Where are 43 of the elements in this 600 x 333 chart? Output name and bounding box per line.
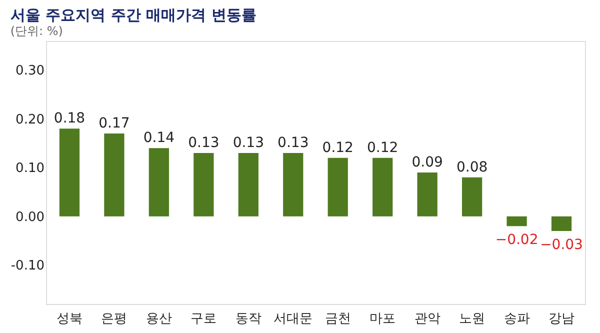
bar [59,128,80,216]
data-label: 0.18 [54,110,86,127]
bar [372,158,393,216]
data-label: 0.14 [143,130,175,146]
x-tick-label: 송파 [504,312,530,326]
chart-title: 서울 주요지역 주간 매매가격 변동률 [10,6,256,24]
bar [328,158,348,216]
data-label: −0.02 [495,232,538,248]
data-label: 0.13 [232,135,264,152]
data-label: 0.13 [188,135,220,152]
data-label: −0.03 [540,236,583,253]
bar [194,153,214,216]
bar [104,134,124,216]
bar [148,148,170,216]
bar [417,172,438,216]
x-tick-label: 노원 [459,312,486,326]
x-tick-label: 마포 [370,312,396,326]
x-tick-label: 용산 [146,312,172,326]
x-tick-label: 은평 [101,312,128,326]
x-tick-label: 서대문 [274,312,313,326]
bar [462,177,482,216]
y-tick-label: 0.20 [16,112,44,128]
x-tick-label: 동작 [235,312,262,326]
data-label: 0.12 [367,140,398,156]
y-tick-label: -0.10 [10,258,44,274]
data-label: 0.09 [412,154,443,170]
text: (단위: %) [10,24,63,38]
data-label: 0.17 [98,116,130,132]
y-tick-label: 0.00 [16,210,44,225]
x-tick-label: 강남 [548,312,575,326]
data-label: 0.13 [278,135,309,152]
y-tick-label: 0.10 [16,161,44,176]
bar [238,153,258,216]
x-tick-label: 금천 [324,312,351,326]
data-label: 0.08 [456,159,488,176]
y-tick-label: 0.30 [16,64,44,79]
data-label: 0.12 [322,140,354,156]
bar [506,216,527,226]
x-tick-label: 구로 [190,312,217,326]
x-tick-label: 성북 [56,312,82,326]
bar [283,153,304,216]
x-tick-label: 관악 [414,312,440,326]
bar [551,216,572,231]
